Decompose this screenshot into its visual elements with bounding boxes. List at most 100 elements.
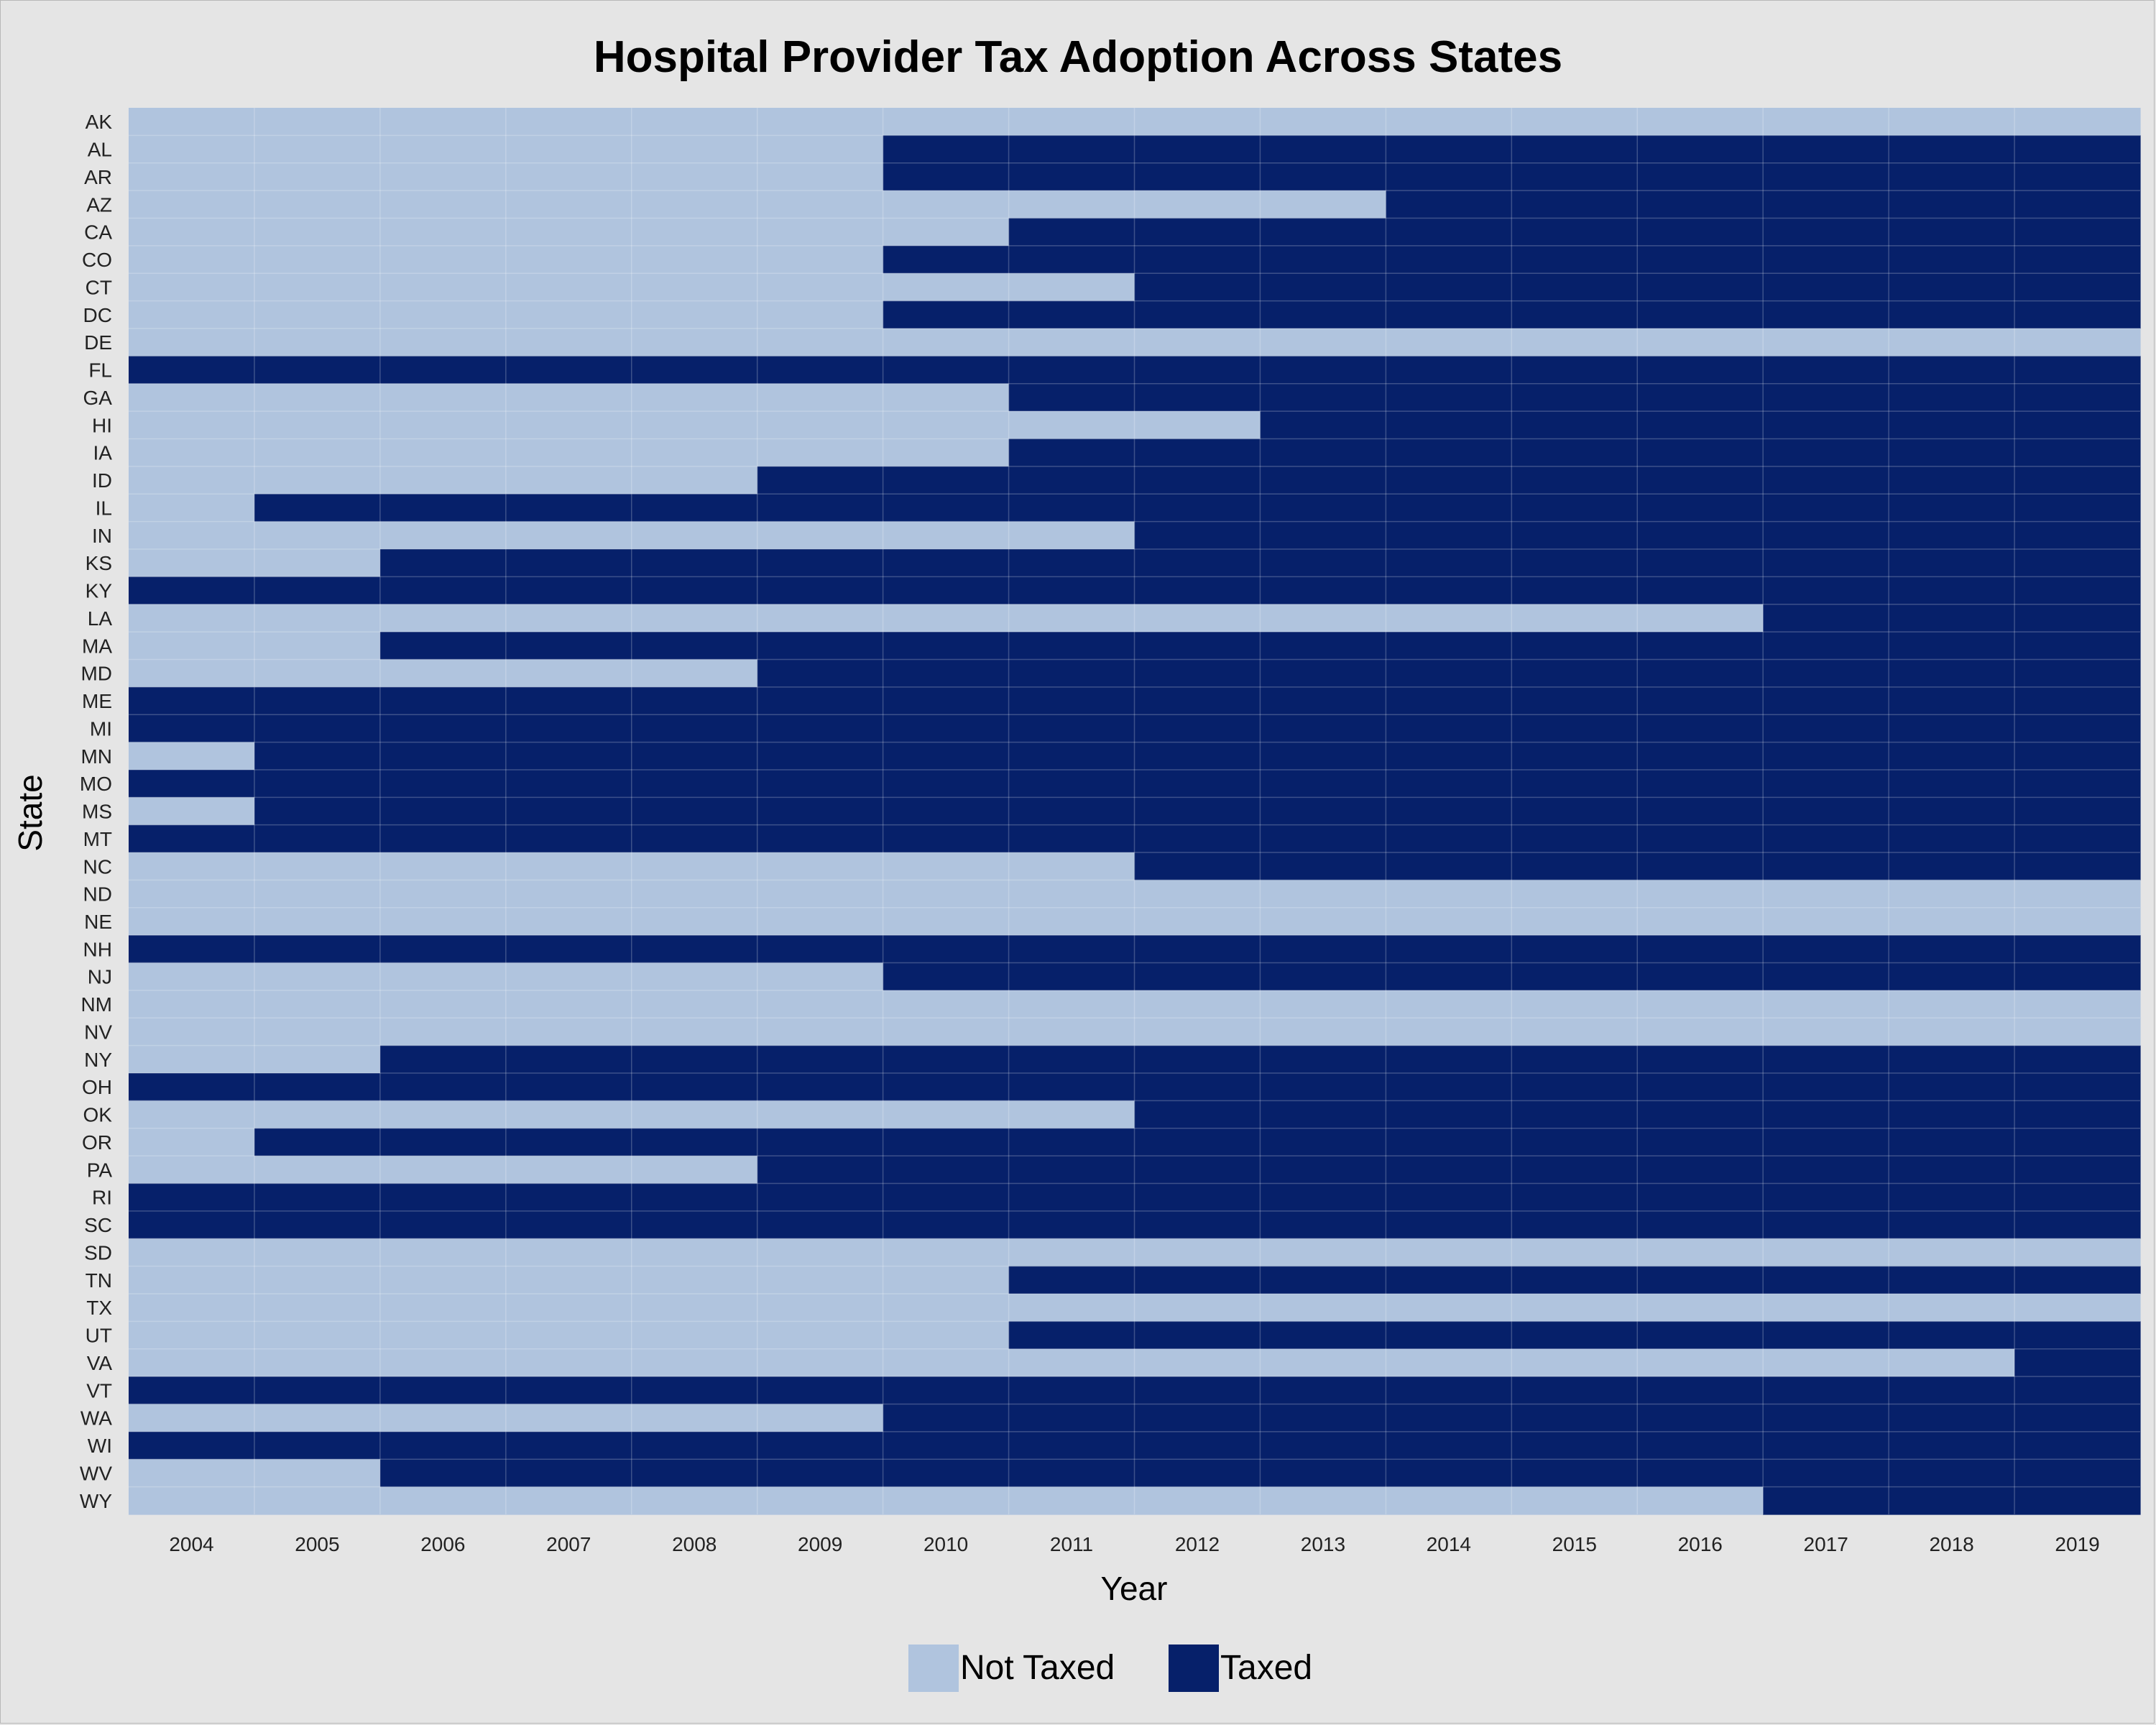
cell-sd-2016 [1637, 1238, 1764, 1267]
cell-ga-2008 [631, 383, 758, 412]
cell-sd-2004 [129, 1238, 255, 1267]
cell-wa-2018 [1889, 1404, 2015, 1432]
cell-nj-2005 [254, 962, 381, 991]
cell-mt-2018 [1889, 824, 2015, 853]
cell-or-2009 [757, 1128, 884, 1156]
cell-ri-2010 [883, 1183, 1010, 1212]
y-tick-label-wi: WI [88, 1435, 112, 1457]
cell-or-2006 [379, 1128, 507, 1156]
cell-dc-2006 [379, 300, 507, 329]
cell-de-2011 [1008, 328, 1135, 356]
cell-fl-2008 [631, 356, 758, 385]
cell-wv-2010 [883, 1459, 1010, 1488]
cell-sc-2013 [1260, 1210, 1386, 1239]
cell-la-2017 [1763, 604, 1889, 632]
cell-dc-2011 [1008, 300, 1135, 329]
cell-me-2019 [2014, 686, 2141, 715]
cell-ne-2018 [1889, 907, 2015, 936]
cell-or-2011 [1008, 1128, 1135, 1156]
cell-ca-2007 [505, 218, 632, 247]
cell-hi-2010 [883, 411, 1010, 440]
cell-sd-2019 [2014, 1238, 2141, 1267]
cell-wa-2004 [129, 1404, 255, 1432]
cell-ga-2004 [129, 383, 255, 412]
cell-pa-2010 [883, 1156, 1010, 1184]
cell-ut-2017 [1763, 1321, 1889, 1350]
cell-ok-2019 [2014, 1100, 2141, 1129]
cell-al-2014 [1386, 135, 1512, 164]
cell-me-2013 [1260, 686, 1386, 715]
cell-ia-2018 [1889, 438, 2015, 467]
cell-ia-2007 [505, 438, 632, 467]
cell-vt-2004 [129, 1376, 255, 1405]
cell-mt-2013 [1260, 824, 1386, 853]
cell-nh-2004 [129, 935, 255, 964]
cell-ok-2018 [1889, 1100, 2015, 1129]
cell-mn-2012 [1134, 742, 1261, 770]
cell-co-2016 [1637, 245, 1764, 274]
cell-nj-2009 [757, 962, 884, 991]
cell-la-2005 [254, 604, 381, 632]
cell-md-2009 [757, 659, 884, 688]
cell-mn-2008 [631, 742, 758, 770]
cell-id-2014 [1386, 466, 1512, 494]
cell-il-2009 [757, 494, 884, 523]
cell-fl-2018 [1889, 356, 2015, 385]
cell-ne-2019 [2014, 907, 2141, 936]
cell-sc-2007 [505, 1210, 632, 1239]
cell-az-2012 [1134, 190, 1261, 219]
cell-wi-2006 [379, 1431, 507, 1460]
cell-in-2012 [1134, 521, 1261, 550]
cell-sc-2011 [1008, 1210, 1135, 1239]
cell-mo-2019 [2014, 769, 2141, 798]
cell-tn-2011 [1008, 1266, 1135, 1294]
cell-ct-2006 [379, 273, 507, 302]
cell-in-2010 [883, 521, 1010, 550]
cell-ar-2014 [1386, 162, 1512, 191]
cell-ga-2005 [254, 383, 381, 412]
y-tick-label-vt: VT [86, 1379, 112, 1402]
cell-de-2005 [254, 328, 381, 356]
cell-or-2008 [631, 1128, 758, 1156]
cell-in-2007 [505, 521, 632, 550]
cell-ne-2007 [505, 907, 632, 936]
cell-or-2004 [129, 1128, 255, 1156]
cell-mo-2005 [254, 769, 381, 798]
cell-de-2004 [129, 328, 255, 356]
cell-nh-2016 [1637, 935, 1764, 964]
cell-ma-2019 [2014, 632, 2141, 661]
cell-ks-2018 [1889, 548, 2015, 577]
cell-ok-2006 [379, 1100, 507, 1129]
y-tick-label-fl: FL [88, 359, 112, 382]
cell-ok-2012 [1134, 1100, 1261, 1129]
cell-ok-2004 [129, 1100, 255, 1129]
cell-oh-2017 [1763, 1073, 1889, 1102]
cell-nm-2016 [1637, 990, 1764, 1018]
cell-dc-2004 [129, 300, 255, 329]
cell-nj-2004 [129, 962, 255, 991]
cell-wa-2011 [1008, 1404, 1135, 1432]
cell-tx-2006 [379, 1294, 507, 1322]
cell-fl-2004 [129, 356, 255, 385]
cell-al-2017 [1763, 135, 1889, 164]
cell-mo-2007 [505, 769, 632, 798]
cell-vt-2017 [1763, 1376, 1889, 1405]
cell-dc-2017 [1763, 300, 1889, 329]
cell-sd-2007 [505, 1238, 632, 1267]
cell-ma-2012 [1134, 632, 1261, 661]
cell-nm-2019 [2014, 990, 2141, 1018]
cell-nj-2018 [1889, 962, 2015, 991]
cell-ky-2010 [883, 576, 1010, 605]
cell-oh-2009 [757, 1073, 884, 1102]
cell-nc-2009 [757, 852, 884, 881]
cell-mt-2017 [1763, 824, 1889, 853]
cell-il-2014 [1386, 494, 1512, 523]
cell-ak-2018 [1889, 108, 2015, 136]
x-tick-label-2005: 2005 [295, 1533, 339, 1555]
cell-oh-2015 [1511, 1073, 1638, 1102]
cell-co-2017 [1763, 245, 1889, 274]
cell-wa-2009 [757, 1404, 884, 1432]
cell-wa-2006 [379, 1404, 507, 1432]
cell-ak-2010 [883, 108, 1010, 136]
cell-ri-2004 [129, 1183, 255, 1212]
